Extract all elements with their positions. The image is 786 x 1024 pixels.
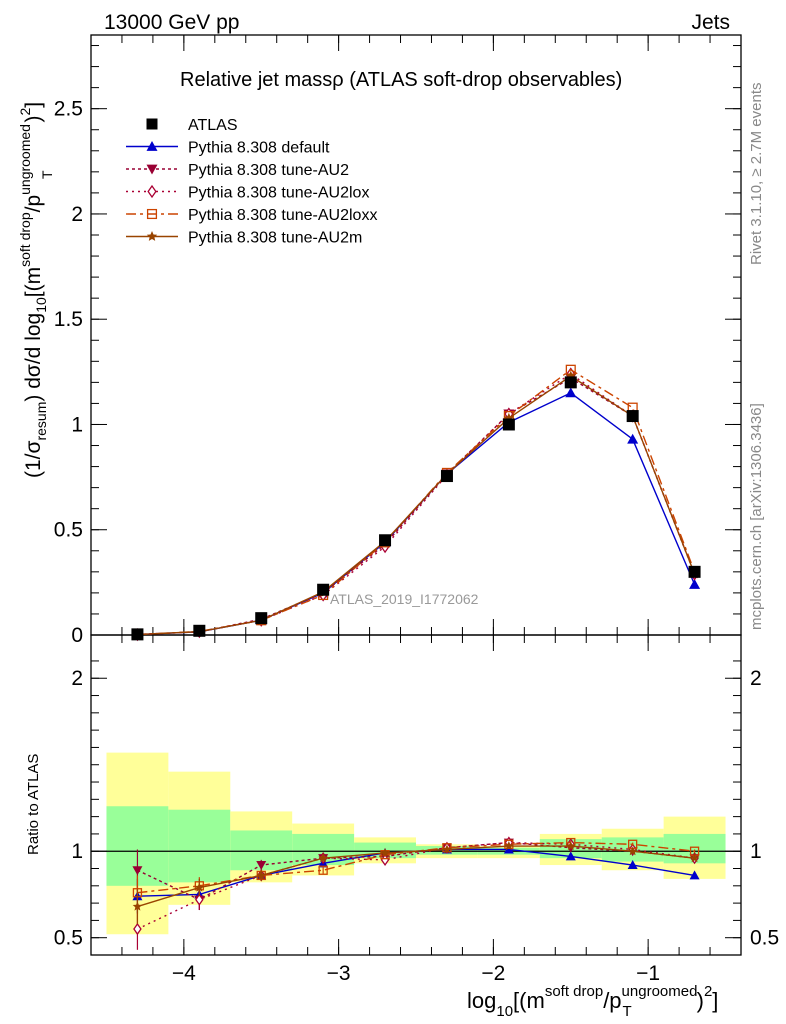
ratio-point-pythia-8-308-tune-au2m [566, 841, 576, 851]
legend-label-pythia-8-308-tune-au2lox: Pythia 8.308 tune-AU2lox [188, 185, 369, 202]
y-tick-label: 1.5 [54, 308, 83, 331]
series-group [131, 364, 701, 642]
legend-label-atlas: ATLAS [188, 117, 238, 134]
legend-label-pythia-8-308-tune-au2m: Pythia 8.308 tune-AU2m [188, 230, 362, 247]
x-axis-label: log10[(msoft drop/pungroomed T)2] [467, 983, 718, 1020]
mcplots-label: mcplots.cern.ch [arXiv:1306.3436] [748, 403, 765, 630]
ratio-y-tick-label-left: 2 [71, 667, 83, 690]
point-pythia-8-308-default [627, 433, 639, 444]
ratio-frame [90, 634, 742, 956]
ratio-y-tick-label-right: 1 [750, 840, 762, 863]
ratio-y-tick-label-left: 0.5 [54, 927, 83, 950]
ratio-point-pythia-8-308-tune-au2 [256, 861, 267, 871]
watermark: ATLAS_2019_I1772062 [330, 591, 479, 607]
ratio-point-pythia-8-308-tune-au2m [194, 882, 205, 892]
x-tick-label: −3 [327, 962, 351, 985]
ratio-point-pythia-8-308-tune-au2m [318, 853, 328, 863]
ratio-y-tick-label-right: 0.5 [750, 927, 779, 950]
y-tick-label: 2 [71, 203, 83, 226]
legend-marker-pythia-8-308-tune-au2m [146, 231, 158, 241]
legend-label-pythia-8-308-default: Pythia 8.308 default [188, 140, 330, 157]
band-inner [168, 809, 231, 883]
point-atlas [440, 470, 453, 483]
ratio-point-pythia-8-308-default [689, 870, 700, 880]
rivet-label: Rivet 3.1.10, ≥ 2.7M events [748, 83, 765, 266]
header-left: 13000 GeV pp [104, 11, 239, 34]
legend-label-pythia-8-308-tune-au2loxx: Pythia 8.308 tune-AU2loxx [188, 207, 377, 224]
legend-marker-atlas [146, 118, 158, 130]
point-atlas [564, 376, 577, 389]
ratio-point-pythia-8-308-default [565, 851, 576, 861]
x-tick-label: −4 [172, 962, 196, 985]
ratio-y-axis-label: Ratio to ATLAS [25, 754, 42, 855]
x-tick-label: −2 [481, 962, 505, 985]
y-tick-label: 2.5 [54, 98, 83, 121]
header-right: Jets [691, 11, 730, 34]
legend-marker-pythia-8-308-tune-au2loxx [146, 208, 158, 220]
legend-marker-pythia-8-308-default [146, 141, 158, 151]
ratio-point-pythia-8-308-tune-au2m [689, 853, 700, 863]
point-atlas [131, 628, 144, 641]
ratio-point-pythia-8-308-tune-au2loxx [442, 843, 452, 853]
chart-title: Relative jet massρ (ATLAS soft-drop obse… [180, 69, 622, 91]
ratio-point-pythia-8-308-tune-au2m [627, 846, 638, 856]
legend-marker-pythia-8-308-tune-au2 [146, 164, 158, 175]
point-pythia-8-308-default [689, 578, 701, 589]
ratio-point-pythia-8-308-tune-au2m [380, 847, 390, 857]
point-atlas [379, 534, 392, 547]
ratio-point-pythia-8-308-tune-au2m [132, 901, 143, 911]
point-atlas [502, 418, 515, 431]
y-tick-label: 0 [71, 624, 83, 647]
legend-label-pythia-8-308-tune-au2: Pythia 8.308 tune-AU2 [188, 162, 349, 179]
point-atlas [193, 624, 206, 637]
legend: ATLAS Pythia 8.308 default Pythia 8.308 tu… [126, 117, 377, 247]
y-tick-label: 0.5 [54, 519, 83, 542]
ratio-series-group [132, 836, 700, 950]
ratio-line-pythia-8-308-tune-au2m [137, 845, 695, 908]
ratio-line-pythia-8-308-tune-au2 [137, 841, 695, 901]
ratio-point-pythia-8-308-tune-au2 [132, 866, 143, 876]
point-atlas [255, 612, 268, 625]
x-tick-label: −1 [636, 962, 660, 985]
point-atlas [317, 583, 330, 596]
ratio-y-tick-label-right: 2 [750, 667, 762, 690]
axes: −4 −3 −2 −1 0 0.5 1 1.5 2 2.5 0.5 0.5 1 1 2 2 [54, 35, 779, 985]
y-tick-label: 1 [71, 413, 83, 436]
ratio-y-tick-label-left: 1 [71, 840, 83, 863]
y-axis-label: (1/σresum) dσ/d log10[(msoft drop/pungro… [17, 102, 55, 478]
ratio-point-pythia-8-308-tune-au2lox [195, 893, 204, 906]
point-pythia-8-308-default [565, 387, 577, 398]
ratio-point-pythia-8-308-tune-au2m [504, 841, 514, 851]
ratio-point-pythia-8-308-tune-au2m [442, 844, 452, 854]
ratio-point-pythia-8-308-default [627, 860, 638, 870]
point-atlas [626, 410, 639, 423]
point-atlas [688, 565, 701, 578]
ratio-point-pythia-8-308-tune-au2m [256, 870, 266, 880]
series-line-pythia-8-308-tune-au2 [137, 377, 696, 636]
ratio-point-pythia-8-308-tune-au2lox [133, 922, 142, 936]
series-line-pythia-8-308-tune-au2m [137, 375, 696, 636]
ratio-point-pythia-8-308-tune-au2loxx [318, 865, 328, 875]
legend-marker-pythia-8-308-tune-au2lox [147, 184, 157, 199]
ratio-point-pythia-8-308-default [503, 844, 514, 854]
